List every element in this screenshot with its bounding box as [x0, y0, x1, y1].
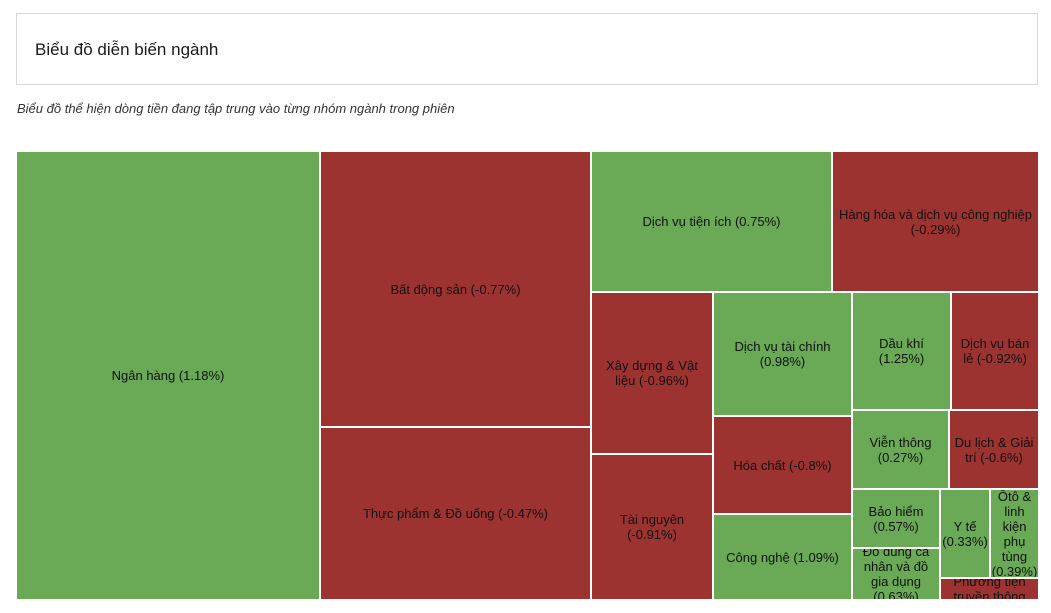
- treemap-tile[interactable]: Công nghệ (1.09%): [713, 514, 852, 600]
- treemap-tile[interactable]: Viễn thông (0.27%): [852, 410, 949, 489]
- treemap-tile[interactable]: Hàng hóa và dịch vụ công nghiệp (-0.29%): [832, 151, 1039, 292]
- treemap-tile[interactable]: Phương tiện truyền thông: [940, 578, 1039, 600]
- chart-title: Biểu đồ diễn biến ngành: [35, 40, 219, 59]
- treemap-tile-label: Bảo hiểm (0.57%): [868, 503, 924, 534]
- treemap-tile[interactable]: Bất động sản (-0.77%): [320, 151, 591, 427]
- treemap-tile-label: Công nghệ (1.09%): [726, 549, 839, 565]
- treemap-tile-label: Ôtô & linh kiện phụ tùng (0.39%): [991, 489, 1038, 578]
- treemap-tile-label: Hàng hóa và dịch vụ công nghiệp (-0.29%): [839, 206, 1032, 237]
- treemap-tile[interactable]: Ngân hàng (1.18%): [16, 151, 320, 600]
- treemap-tile[interactable]: Đồ dùng cá nhân và đồ gia dụng (0.63%): [852, 548, 940, 600]
- treemap-tile-label: Bất động sản (-0.77%): [390, 281, 521, 297]
- treemap-tile-label: Dầu khí (1.25%): [878, 336, 925, 366]
- treemap-tile[interactable]: Dịch vụ bán lẻ (-0.92%): [951, 292, 1039, 410]
- treemap-tile-label: Thực phẩm & Đồ uống (-0.47%): [362, 506, 548, 521]
- treemap-tile-label: Du lịch & Giải trí (-0.6%): [954, 434, 1034, 465]
- treemap-tile[interactable]: Dịch vụ tài chính (0.98%): [713, 292, 852, 416]
- treemap-tile[interactable]: Du lịch & Giải trí (-0.6%): [949, 410, 1039, 489]
- treemap-tile-label: Đồ dùng cá nhân và đồ gia dụng (0.63%): [862, 548, 930, 600]
- treemap-tile[interactable]: Hóa chất (-0.8%): [713, 416, 852, 514]
- chart-subtitle: Biểu đồ thể hiện dòng tiền đang tập trun…: [17, 101, 455, 116]
- treemap-tile[interactable]: Y tế (0.33%): [940, 489, 990, 578]
- treemap-tile-label: Dịch vụ tài chính (0.98%): [734, 339, 831, 369]
- treemap-tile[interactable]: Xây dựng & Vật liệu (-0.96%): [591, 292, 713, 454]
- treemap-tile-label: Tài nguyên (-0.91%): [619, 512, 685, 542]
- chart-title-box: Biểu đồ diễn biến ngành: [16, 13, 1038, 85]
- treemap-tile[interactable]: Dầu khí (1.25%): [852, 292, 951, 410]
- treemap-tile-label: Phương tiện truyền thông: [953, 578, 1026, 600]
- treemap-tile[interactable]: Ôtô & linh kiện phụ tùng (0.39%): [990, 489, 1039, 578]
- treemap-tile[interactable]: Tài nguyên (-0.91%): [591, 454, 713, 600]
- treemap-tile[interactable]: Bảo hiểm (0.57%): [852, 489, 940, 548]
- treemap-tile-label: Hóa chất (-0.8%): [733, 457, 832, 473]
- treemap-tile-label: Viễn thông (0.27%): [869, 434, 932, 465]
- treemap-tile-label: Dịch vụ bán lẻ (-0.92%): [960, 336, 1030, 366]
- treemap-tile-label: Ngân hàng (1.18%): [111, 368, 225, 383]
- treemap-tile[interactable]: Thực phẩm & Đồ uống (-0.47%): [320, 427, 591, 600]
- sector-treemap: Ngân hàng (1.18%) Bất động sản (-0.77%) Th…: [16, 151, 1039, 600]
- treemap-tile[interactable]: Dịch vụ tiện ích (0.75%): [591, 151, 832, 292]
- treemap-tile-label: Y tế (0.33%): [942, 518, 988, 549]
- treemap-tile-label: Xây dựng & Vật liệu (-0.96%): [606, 358, 698, 388]
- treemap-tile-label: Dịch vụ tiện ích (0.75%): [642, 214, 781, 229]
